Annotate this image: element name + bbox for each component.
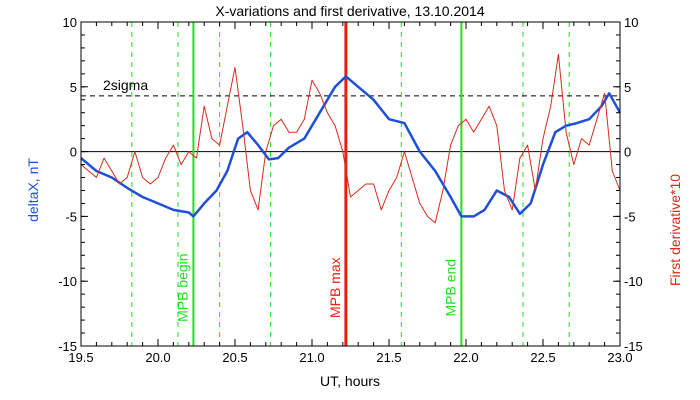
- x-tick-label: 21.0: [299, 350, 324, 365]
- x-tick-label: 23.0: [607, 350, 632, 365]
- x-tick-label: 19.5: [68, 350, 93, 365]
- x-tick-label: 20.5: [222, 350, 247, 365]
- series-line: [80, 53, 621, 224]
- y-tick-label: -10: [58, 274, 77, 289]
- x-tick-label: 22.0: [453, 350, 478, 365]
- y-tick-label: -15: [58, 339, 77, 354]
- marker-label: MPB max: [327, 257, 343, 318]
- y-axis-right: 10 5 0 -5 -10 -15: [613, 15, 643, 354]
- x-tick-label: 20.0: [145, 350, 170, 365]
- y-axis-label-right: First derivative*10: [667, 174, 683, 286]
- x-axis-label: UT, hours: [320, 373, 380, 389]
- x-tick-label: 21.5: [376, 350, 401, 365]
- y-axis-label-left: deltaX, nT: [25, 158, 41, 222]
- y-right-tick-label: -5: [624, 209, 636, 224]
- y-right-tick-label: -15: [624, 339, 643, 354]
- plot-frame: [80, 21, 621, 347]
- x-tick-label: 22.5: [530, 350, 555, 365]
- marker-label: MPB begin: [174, 253, 190, 321]
- y-axis-left: 10 5 0 -5 -10 -15: [58, 15, 88, 354]
- chart-title: X-variations and first derivative, 13.10…: [215, 3, 484, 19]
- plot-area: 2sigma MPB begin MPB max MPB end: [80, 22, 622, 346]
- y-tick-label: 0: [70, 145, 77, 160]
- y-tick-label: 10: [63, 15, 77, 30]
- y-tick-label: 5: [70, 80, 77, 95]
- y-right-tick-label: 5: [624, 80, 631, 95]
- marker-label: MPB end: [442, 259, 458, 317]
- series-line: [80, 75, 622, 218]
- y-right-tick-label: -10: [624, 274, 643, 289]
- y-right-tick-label: 0: [624, 145, 631, 160]
- y-tick-label: -5: [65, 209, 77, 224]
- threshold-label: 2sigma: [103, 77, 148, 93]
- y-right-tick-label: 10: [624, 15, 638, 30]
- x-axis: 19.5 20.0 20.5 21.0 21.5 22.0 22.5 23.0: [68, 22, 633, 365]
